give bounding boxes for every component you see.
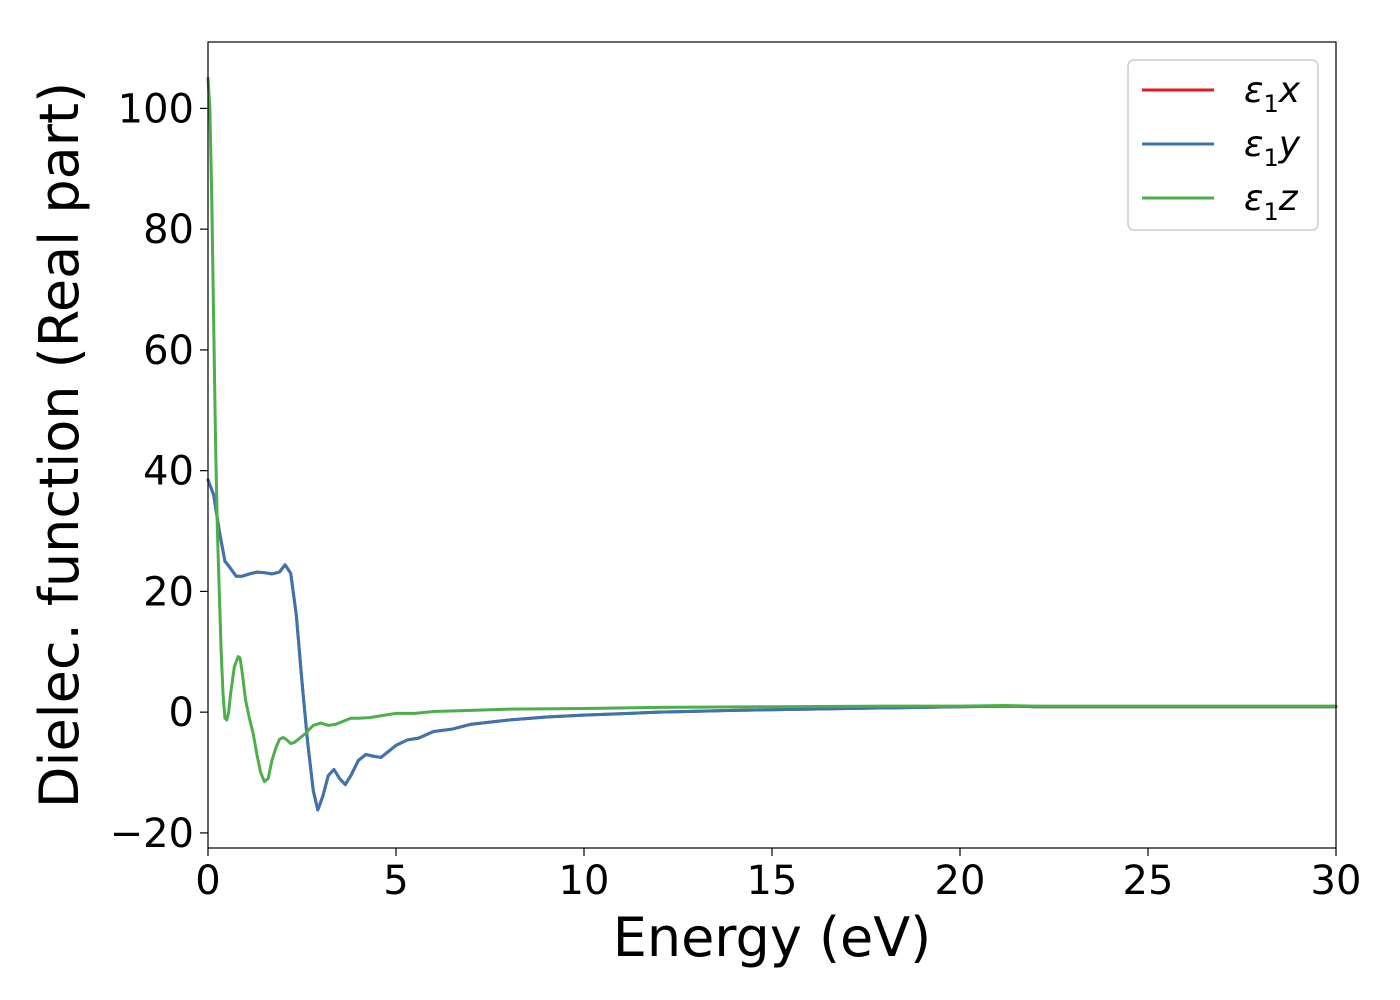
- y-tick-label: 60: [143, 328, 194, 374]
- x-tick-label: 10: [559, 858, 610, 904]
- x-tick-label: 25: [1123, 858, 1174, 904]
- y-tick-label: 80: [143, 207, 194, 253]
- y-tick-label: −20: [110, 811, 194, 857]
- y-tick-label: 20: [143, 569, 194, 615]
- legend-box: [1127, 59, 1319, 231]
- series-line-z: [206, 76, 1338, 784]
- x-tick-label: 20: [935, 858, 986, 904]
- x-tick-label: 15: [747, 858, 798, 904]
- y-tick-label: 100: [118, 86, 194, 132]
- y-axis-label: Dielec. function (Real part): [28, 82, 91, 808]
- x-tick-label: 30: [1311, 858, 1362, 904]
- series-layer: [206, 76, 1338, 812]
- legend-label-x: ε1x: [1244, 70, 1301, 118]
- x-tick-label: 0: [195, 858, 220, 904]
- series-line-y: [206, 478, 1338, 812]
- y-tick-label: 40: [143, 449, 194, 495]
- y-tick-label: 0: [169, 690, 194, 736]
- y-axis: −20 0 20 40 60 80 100: [110, 86, 208, 857]
- x-axis-label: Energy (eV): [613, 906, 932, 969]
- legend-label-y: ε1y: [1244, 124, 1301, 172]
- x-axis: 0 5 10 15 20 25 30: [195, 848, 1361, 904]
- legend-label-z: ε1z: [1244, 178, 1299, 226]
- legend: ε1x ε1y ε1z: [1127, 59, 1319, 231]
- x-tick-label: 5: [383, 858, 408, 904]
